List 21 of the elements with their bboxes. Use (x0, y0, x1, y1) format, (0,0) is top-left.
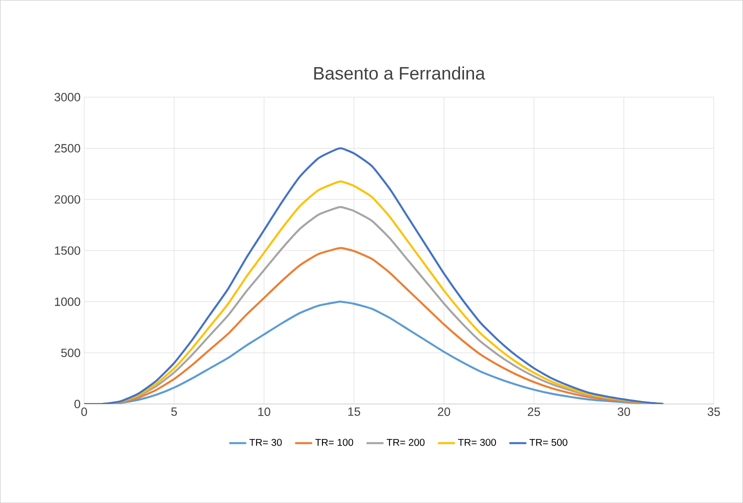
x-tick-label: 5 (171, 407, 177, 416)
x-tick-label: 15 (348, 407, 360, 416)
x-tick-label: 0 (81, 407, 88, 416)
y-tick-label: 2000 (54, 195, 80, 204)
legend-label: TR= 30 (249, 438, 282, 446)
x-tick-label: 35 (708, 407, 720, 416)
x-tick-label: 20 (438, 407, 450, 416)
legend-label: TR= 100 (315, 438, 354, 446)
y-tick-label: 2500 (54, 144, 80, 152)
x-tick-label: 25 (528, 407, 540, 416)
y-tick-label: 1000 (54, 297, 80, 306)
x-tick-label: 10 (258, 407, 270, 416)
y-tick-label: 500 (61, 348, 80, 357)
x-tick-label: 30 (618, 407, 630, 416)
legend-label: TR= 500 (529, 438, 568, 446)
legend-label: TR= 200 (386, 438, 425, 446)
y-tick-label: 0 (74, 400, 80, 408)
y-tick-label: 3000 (54, 92, 80, 102)
chart-title: Basento a Ferrandina (314, 66, 486, 80)
y-tick-label: 1500 (54, 246, 80, 255)
legend-label: TR= 300 (458, 438, 496, 446)
